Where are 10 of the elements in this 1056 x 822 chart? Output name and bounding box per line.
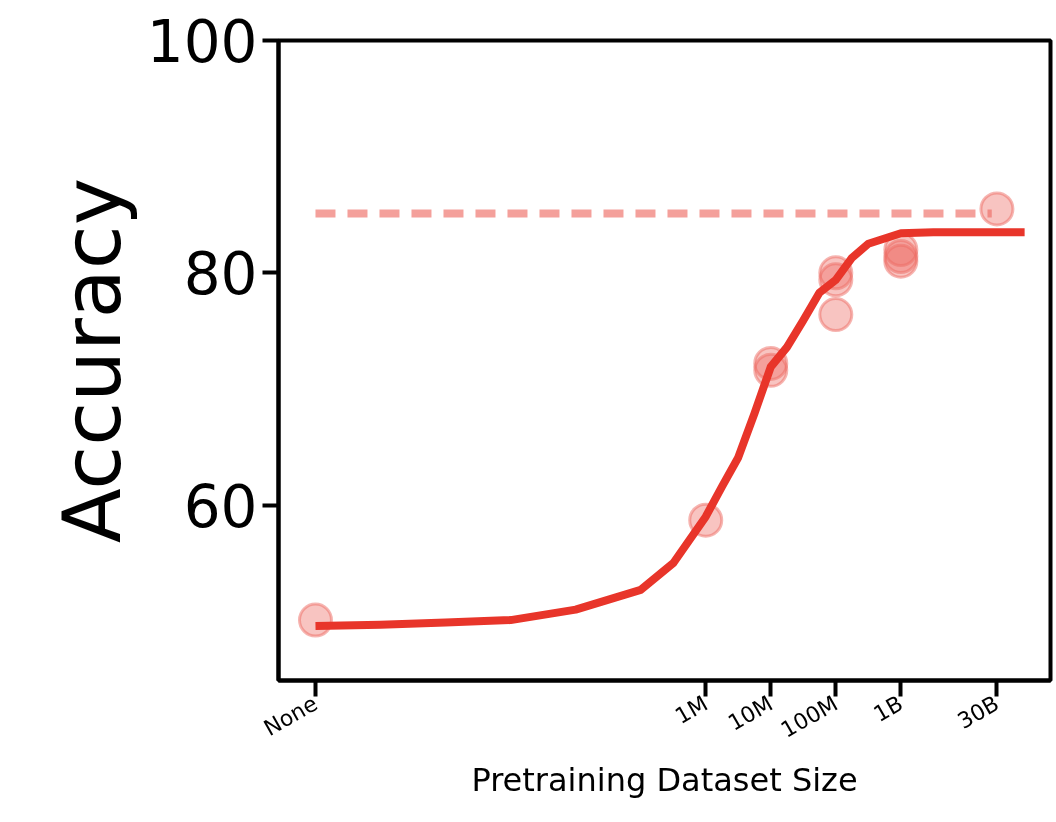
y-axis-title: Accuracy xyxy=(45,177,139,544)
x-tick-label: 30B xyxy=(953,690,1004,734)
x-axis-title: Pretraining Dataset Size xyxy=(471,761,858,800)
x-tick-label: None xyxy=(259,690,322,741)
y-tick-label: 60 xyxy=(183,472,258,541)
x-tick-label: 10M xyxy=(723,690,777,736)
y-tick-label: 80 xyxy=(183,240,258,309)
x-tick-label: 1B xyxy=(869,690,908,727)
x-tick-label: 1M xyxy=(670,690,712,729)
y-tick-label: 100 xyxy=(146,8,258,76)
